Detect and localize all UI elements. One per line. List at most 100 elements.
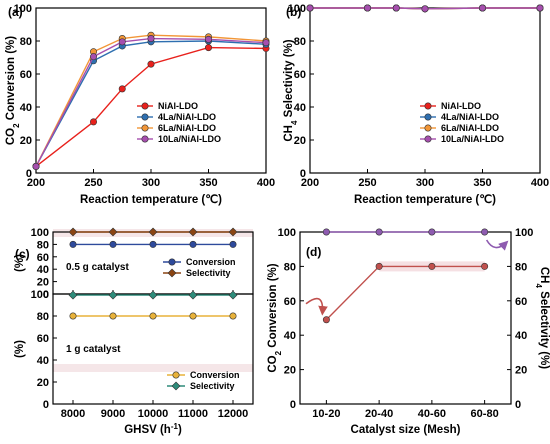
y-tick-label: 80 <box>37 239 49 251</box>
y-tick-label: 80 <box>284 261 296 273</box>
catalyst-annotation: 1 g catalyst <box>66 344 121 355</box>
panel-a: 200 250 300 350 400 0 20 40 60 80 100 Reaction temp… <box>5 3 275 206</box>
data-point <box>188 227 198 237</box>
series-line <box>310 7 540 10</box>
y-tick-label: 100 <box>278 227 296 239</box>
catalyst-annotation: 0.5 g catalyst <box>66 262 129 273</box>
legend-marker <box>171 381 181 391</box>
y-tick-label: 100 <box>14 3 32 15</box>
y-tick-label: 0 <box>300 168 306 180</box>
left-axis-arrow <box>305 297 328 316</box>
x-tick-label: 250 <box>358 177 376 189</box>
data-point <box>375 262 383 270</box>
x-tick-label: 10-20 <box>312 408 340 420</box>
legend-marker <box>424 135 432 143</box>
y-tick-label: 100 <box>288 3 306 15</box>
x-axis-label: Catalyst size (Mesh) <box>351 424 461 436</box>
y-tick-label: 0 <box>43 399 49 411</box>
y2-tick-label: 40 <box>515 330 527 342</box>
y2-tick-label: 0 <box>515 399 521 411</box>
y2-tick-label: 80 <box>515 261 527 273</box>
legend-entry: 6La/NiAl-LDO <box>441 123 499 133</box>
y-tick-label: 0 <box>43 289 49 301</box>
data-point <box>68 227 78 237</box>
data-point <box>149 312 157 320</box>
legend-marker <box>141 124 149 132</box>
data-point <box>32 162 40 170</box>
panel-d: 0 0 20 20 40 40 60 60 80 80 100 100 10-20 20-40 40-60 6… <box>267 227 550 436</box>
x-tick-label: 250 <box>84 177 102 189</box>
data-point <box>189 240 197 248</box>
y-tick-label: 80 <box>294 36 306 48</box>
legend-entry: 10La/NiAl-LDO <box>158 134 221 144</box>
data-point <box>478 4 486 12</box>
data-point <box>188 290 198 300</box>
data-point <box>322 316 330 324</box>
data-point <box>262 39 270 47</box>
data-point <box>148 227 158 237</box>
x-tick-label: 400 <box>531 177 549 189</box>
series-line <box>35 34 267 167</box>
data-point <box>205 35 213 43</box>
y-tick-label: 60 <box>20 69 32 81</box>
y-tick-label: 20 <box>294 135 306 147</box>
data-point <box>205 44 213 52</box>
x-tick-label: 350 <box>473 177 491 189</box>
legend-marker <box>167 268 177 278</box>
data-point <box>118 38 126 46</box>
data-point <box>428 262 436 270</box>
y-tick-label: 20 <box>37 277 49 289</box>
legend-entry: 4La/NiAl-LDO <box>441 112 499 122</box>
legend-entry: NiAl-LDO <box>158 101 198 111</box>
y-tick-label: 80 <box>37 311 49 323</box>
x-tick-label: 11000 <box>178 408 208 420</box>
legend-marker <box>141 135 149 143</box>
data-point <box>229 312 237 320</box>
x-tick-label: 20-40 <box>365 408 393 420</box>
y-tick-label: 20 <box>37 377 49 389</box>
panel-label: (a) <box>8 5 23 19</box>
y-tick-label: 100 <box>31 289 49 301</box>
data-point <box>375 228 383 236</box>
x-tick-label: 200 <box>27 177 45 189</box>
data-point <box>68 290 78 300</box>
x-axis-label: GHSV (h-1) <box>124 422 182 437</box>
y-tick-label: 80 <box>20 36 32 48</box>
y-tick-label: 0 <box>26 168 32 180</box>
legend-marker <box>424 124 432 132</box>
legend-entry: NiAl-LDO <box>441 101 481 111</box>
data-point <box>428 228 436 236</box>
legend-marker <box>141 102 149 110</box>
data-point <box>421 5 429 13</box>
data-point <box>109 240 117 248</box>
data-point <box>481 228 489 236</box>
y-tick-label: 60 <box>284 296 296 308</box>
data-point <box>481 262 489 270</box>
data-point <box>228 227 238 237</box>
x-tick-label: 9000 <box>101 408 125 420</box>
data-point <box>363 4 371 12</box>
x-tick-label: 60-80 <box>471 408 499 420</box>
panel-c-bottom: 0 20 40 60 80 100 8000 9000 10000 11000 12000 GHSV … <box>14 289 254 437</box>
x-tick-label: 10000 <box>138 408 169 420</box>
panel-b: 200 250 300 350 400 0 20 40 60 80 100 Reaction temp… <box>283 3 549 206</box>
y-axis-label: (%) <box>14 340 26 358</box>
data-point <box>149 240 157 248</box>
highlight-band <box>53 364 253 372</box>
plot-frame <box>299 231 512 405</box>
y-tick-label: 40 <box>37 355 49 367</box>
y-axis-label: CO2 Conversion (%) <box>5 36 21 145</box>
data-point <box>109 312 117 320</box>
legend-marker <box>424 102 432 110</box>
panel-label: (c) <box>15 247 30 261</box>
x-tick-label: 8000 <box>61 408 85 420</box>
x-axis-label: Reaction temperature (℃) <box>354 193 496 206</box>
x-tick-label: 400 <box>257 177 275 189</box>
data-point <box>108 290 118 300</box>
y2-axis-label: CH4 Selectivity (%) <box>535 267 550 369</box>
x-axis-label: Reaction temperature (℃) <box>80 193 222 206</box>
plot-frame <box>309 7 541 174</box>
y2-tick-label: 60 <box>515 296 527 308</box>
